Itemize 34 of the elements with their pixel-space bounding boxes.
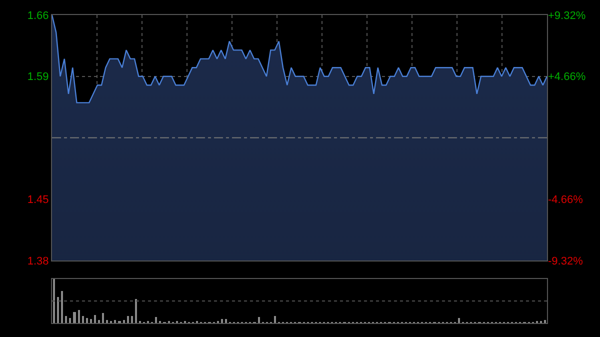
bar — [106, 320, 108, 323]
bar — [53, 278, 55, 323]
bar — [131, 316, 133, 323]
bar — [123, 320, 125, 323]
y2-tick-label: +4.66% — [548, 71, 586, 84]
bar — [221, 318, 223, 323]
y-tick-label: 1.45 — [27, 194, 49, 206]
bar — [135, 298, 137, 323]
bar — [94, 314, 96, 323]
bar — [155, 316, 157, 323]
y-tick-label: 1.59 — [27, 71, 49, 84]
bar — [57, 296, 59, 323]
bar — [114, 320, 116, 323]
bar — [69, 318, 71, 323]
y2-tick-label: -9.32% — [548, 255, 584, 268]
bar — [73, 312, 76, 323]
bar — [78, 310, 80, 323]
bar — [65, 316, 67, 323]
bar — [127, 316, 129, 323]
bar — [225, 318, 227, 323]
bar — [274, 316, 276, 323]
bar — [98, 320, 100, 323]
bar — [102, 312, 104, 323]
bar — [258, 316, 260, 323]
bar — [458, 318, 460, 323]
bar — [61, 290, 63, 323]
bar — [86, 318, 88, 323]
y2-tick-label: -4.66% — [548, 194, 584, 206]
bar — [90, 318, 92, 323]
bar — [544, 320, 546, 323]
y-tick-label: 1.66 — [27, 10, 49, 22]
y-tick-label: 1.38 — [27, 255, 49, 268]
y2-tick-label: +9.32% — [548, 10, 586, 22]
bar — [82, 316, 84, 323]
